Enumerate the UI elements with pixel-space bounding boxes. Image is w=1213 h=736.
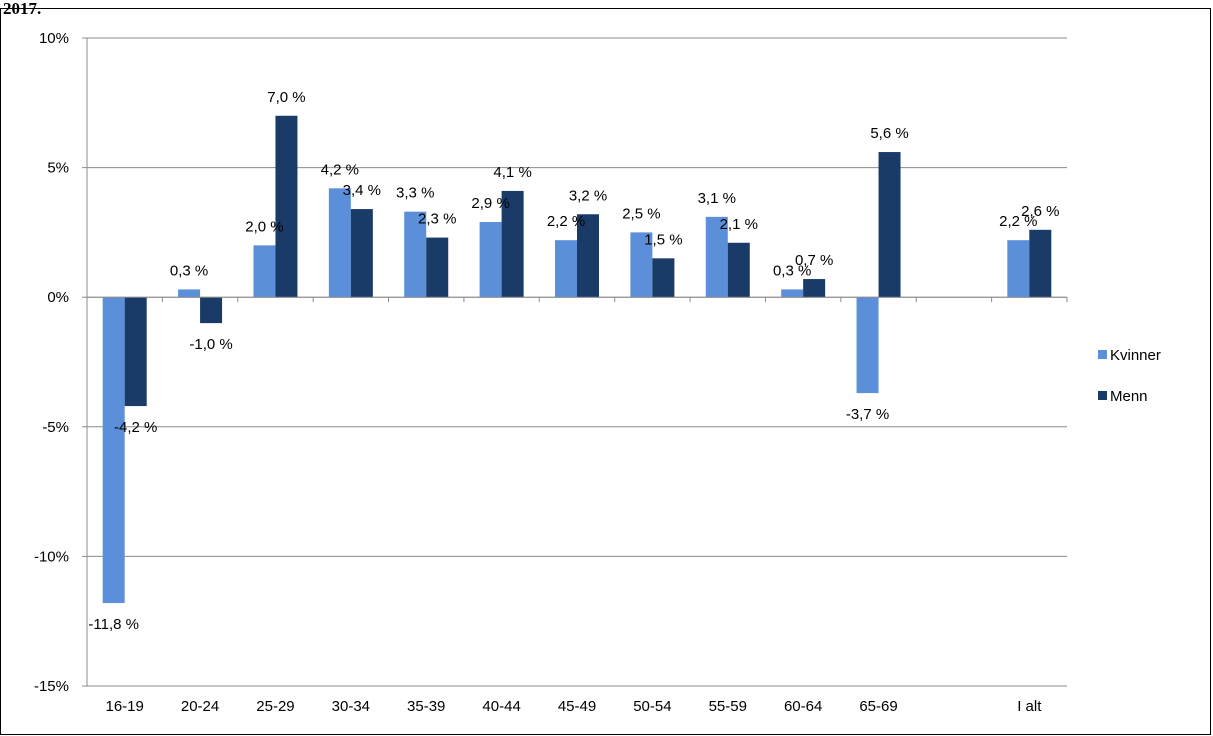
bar-kvinner — [479, 222, 502, 298]
legend-label-kvinner: Kvinner — [1110, 347, 1161, 364]
x-tick-label: I alt — [1017, 698, 1042, 715]
x-tick-label: 65-69 — [859, 698, 897, 715]
bar-kvinner — [1007, 240, 1030, 298]
bar-menn — [878, 152, 901, 298]
bar-menn — [200, 297, 223, 324]
bar-menn — [727, 242, 750, 298]
y-tick-label: -15% — [34, 678, 69, 695]
data-label-kvinner: 2,2 % — [999, 213, 1037, 230]
y-tick-label: 10% — [39, 30, 69, 47]
x-tick-label: 55-59 — [709, 698, 747, 715]
data-label-kvinner: 2,0 % — [245, 218, 283, 235]
y-tick-label: 0% — [47, 289, 69, 306]
data-label-menn: 2,6 % — [1021, 203, 1059, 220]
data-label-kvinner: 2,2 % — [547, 213, 585, 230]
data-label-menn: 5,6 % — [870, 125, 908, 142]
data-label-kvinner: 2,9 % — [471, 195, 509, 212]
bar-menn — [124, 297, 147, 407]
y-tick-label: -5% — [42, 419, 69, 436]
bar-menn — [501, 190, 524, 298]
y-tick-label: 5% — [47, 160, 69, 177]
x-tick-label: 50-54 — [633, 698, 671, 715]
bar-kvinner — [555, 240, 577, 298]
x-tick-label: 35-39 — [407, 698, 445, 715]
data-label-menn: -1,0 % — [189, 336, 232, 353]
bar-kvinner — [178, 289, 201, 298]
legend-swatch-kvinner — [1098, 350, 1107, 359]
data-label-menn: 2,1 % — [720, 216, 758, 233]
bar-menn — [1029, 229, 1052, 298]
legend-label-menn: Menn — [1110, 388, 1148, 405]
data-label-kvinner: -3,7 % — [846, 406, 889, 423]
data-label-menn: 3,2 % — [569, 187, 607, 204]
y-tick-label: -10% — [34, 548, 69, 565]
data-label-kvinner: 0,3 % — [170, 262, 208, 279]
bar-kvinner — [630, 232, 653, 298]
bar-menn — [275, 115, 298, 298]
data-label-kvinner: -11,8 % — [88, 616, 139, 633]
data-label-kvinner: 3,1 % — [698, 190, 736, 207]
x-tick-label: 40-44 — [482, 698, 520, 715]
data-label-kvinner: 3,3 % — [396, 185, 434, 202]
bar-menn — [803, 279, 826, 298]
data-label-kvinner: 2,5 % — [622, 205, 660, 222]
bar-kvinner — [404, 211, 427, 298]
legend-swatch-menn — [1098, 391, 1107, 400]
data-label-menn: 2,3 % — [418, 211, 456, 228]
data-label-menn: 1,5 % — [644, 231, 682, 248]
x-tick-label: 16-19 — [106, 698, 144, 715]
bar-menn — [426, 237, 449, 298]
data-label-menn: 3,4 % — [343, 182, 381, 199]
bar-kvinner — [705, 216, 728, 298]
x-tick-label: 60-64 — [784, 698, 822, 715]
bar-menn — [652, 258, 675, 298]
data-label-kvinner: 0,3 % — [773, 262, 811, 279]
bar-kvinner — [328, 188, 351, 298]
bar-menn — [577, 214, 599, 298]
x-tick-label: 25-29 — [256, 698, 294, 715]
bar-menn — [350, 209, 373, 298]
bar-kvinner — [856, 297, 879, 394]
bar-kvinner — [781, 289, 804, 298]
bar-kvinner — [253, 245, 276, 298]
x-tick-label: 20-24 — [181, 698, 219, 715]
data-label-menn: 4,1 % — [493, 164, 531, 181]
bar-kvinner — [102, 297, 125, 604]
data-label-menn: 0,7 % — [795, 252, 833, 269]
x-tick-label: 45-49 — [558, 698, 596, 715]
x-tick-label: 30-34 — [332, 698, 370, 715]
data-label-kvinner: 4,2 % — [321, 161, 359, 178]
data-label-menn: 7,0 % — [267, 89, 305, 106]
heading-fragment: 2017. — [3, 0, 42, 18]
data-label-menn: -4,2 % — [114, 419, 157, 436]
